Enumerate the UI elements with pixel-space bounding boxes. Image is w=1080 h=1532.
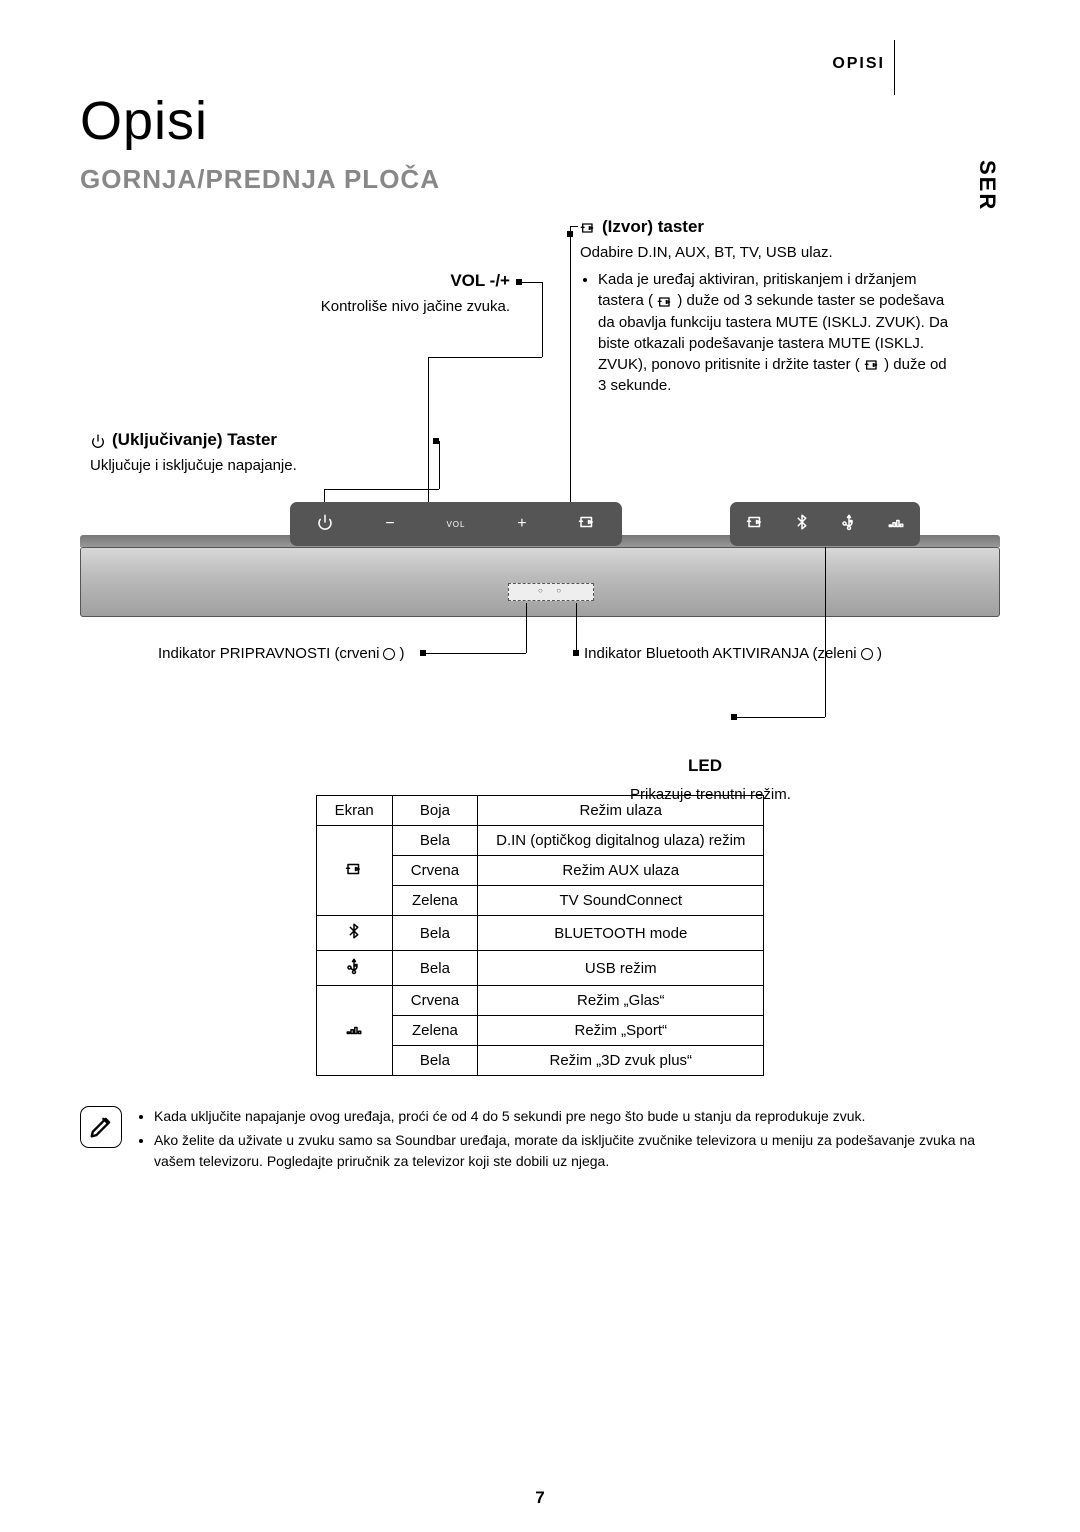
table-mode-cell: Režim AUX ulaza — [478, 856, 764, 886]
table-color-cell: Zelena — [392, 886, 477, 916]
led-source-icon — [746, 513, 764, 536]
table-color-cell: Bela — [392, 916, 477, 951]
note-item: Ako želite da uživate u zvuku samo sa So… — [154, 1130, 1000, 1171]
table-icon-cell — [316, 951, 392, 986]
note-icon — [80, 1106, 122, 1148]
leader-end — [731, 714, 737, 720]
table-icon-cell — [316, 916, 392, 951]
header-divider — [894, 40, 896, 95]
vol-title: VOL -/+ — [450, 271, 510, 291]
leader-end — [573, 650, 579, 656]
notes-list: Kada uključite napajanje ovog uređaja, p… — [154, 1106, 1000, 1175]
power-desc: Uključuje i isključuje napajanje. — [90, 456, 430, 476]
source-icon-inline1 — [657, 291, 673, 312]
note-box: Kada uključite napajanje ovog uređaja, p… — [80, 1106, 1000, 1175]
th-color: Boja — [392, 796, 477, 826]
standby-text: Indikator PRIPRAVNOSTI (crveni — [158, 645, 379, 662]
soundbar-body — [80, 547, 1000, 617]
table-mode-cell: TV SoundConnect — [478, 886, 764, 916]
table-color-cell: Crvena — [392, 986, 477, 1016]
panel-vol-label: VOL — [446, 520, 465, 529]
source-desc1: Odabire D.IN, AUX, BT, TV, USB ulaz. — [580, 243, 950, 263]
leader — [570, 226, 578, 227]
standby-indicator-label: Indikator PRIPRAVNOSTI (crveni ) — [158, 645, 404, 662]
bt-text: Indikator Bluetooth AKTIVIRANJA (zeleni — [584, 645, 861, 662]
power-title: (Uključivanje) Taster — [112, 430, 277, 450]
page-number: 7 — [0, 1488, 1080, 1508]
section-title: GORNJA/PREDNJA PLOČA — [80, 164, 1000, 195]
red-circle-icon — [383, 648, 395, 660]
source-bullets: Kada je uređaj aktiviran, pritiskanjem i… — [598, 269, 950, 396]
table-mode-cell: BLUETOOTH mode — [478, 916, 764, 951]
control-panel: − VOL + — [290, 502, 622, 546]
table-icon-cell — [316, 826, 392, 916]
table-color-cell: Bela — [392, 826, 477, 856]
source-icon — [580, 217, 596, 237]
table-color-cell: Bela — [392, 1046, 477, 1076]
leader — [576, 603, 577, 653]
green-circle-icon — [861, 648, 873, 660]
table-mode-cell: USB režim — [478, 951, 764, 986]
led-title: LED — [688, 756, 722, 776]
callout-vol: VOL -/+ Kontroliše nivo jačine zvuka. — [230, 271, 510, 317]
leader — [542, 282, 543, 357]
soundbar-diagram: (Izvor) taster Odabire D.IN, AUX, BT, TV… — [80, 205, 1000, 725]
page-title: Opisi — [80, 90, 1000, 152]
table-mode-cell: Režim „Glas“ — [478, 986, 764, 1016]
vol-up-button[interactable]: + — [515, 515, 529, 533]
th-screen: Ekran — [316, 796, 392, 826]
panel-source-icon[interactable] — [578, 513, 596, 536]
table-mode-cell: Režim „3D zvuk plus“ — [478, 1046, 764, 1076]
panel-power-icon[interactable] — [316, 513, 334, 536]
source-icon-inline2 — [864, 354, 880, 375]
callout-source: (Izvor) taster Odabire D.IN, AUX, BT, TV… — [580, 217, 950, 396]
source-title: (Izvor) taster — [602, 217, 704, 237]
leader — [439, 441, 440, 489]
led-indicator-window: ○ ○ — [508, 583, 594, 601]
leader — [324, 489, 439, 490]
power-icon — [90, 430, 106, 450]
table-row: BelaD.IN (optičkog digitalnog ulaza) rež… — [316, 826, 764, 856]
led-usb-icon — [840, 513, 858, 536]
note-item: Kada uključite napajanje ovog uređaja, p… — [154, 1106, 1000, 1126]
leader — [825, 547, 826, 717]
leader-end — [420, 650, 426, 656]
led-bt-icon — [793, 513, 811, 536]
table-icon-cell — [316, 986, 392, 1076]
indicator-dots: ○ ○ — [509, 586, 593, 595]
table-mode-cell: D.IN (optičkog digitalnog ulaza) režim — [478, 826, 764, 856]
leader — [570, 234, 571, 514]
running-head: Opisi — [832, 55, 885, 73]
bt-indicator-label: Indikator Bluetooth AKTIVIRANJA (zeleni … — [584, 645, 884, 662]
vol-desc: Kontroliše nivo jačine zvuka. — [230, 297, 510, 317]
leader — [428, 357, 542, 358]
leader — [737, 717, 825, 718]
side-language-tab: SER — [974, 160, 1000, 211]
led-desc: Prikazuje trenutni režim. — [630, 786, 791, 803]
table-row: CrvenaRežim „Glas“ — [316, 986, 764, 1016]
table-row: BelaUSB režim — [316, 951, 764, 986]
table-color-cell: Crvena — [392, 856, 477, 886]
bt-text-close: ) — [877, 645, 882, 662]
mode-table: Ekran Boja Režim ulaza BelaD.IN (optičko… — [316, 795, 765, 1076]
leader — [426, 653, 526, 654]
vol-down-button[interactable]: − — [383, 515, 397, 533]
table-mode-cell: Režim „Sport“ — [478, 1016, 764, 1046]
table-row: BelaBLUETOOTH mode — [316, 916, 764, 951]
led-panel — [730, 502, 920, 546]
leader — [522, 282, 542, 283]
callout-power: (Uključivanje) Taster Uključuje i isklju… — [90, 430, 430, 476]
led-eff-icon — [887, 513, 905, 536]
leader — [526, 603, 527, 653]
table-color-cell: Zelena — [392, 1016, 477, 1046]
table-color-cell: Bela — [392, 951, 477, 986]
standby-text-close: ) — [399, 645, 404, 662]
